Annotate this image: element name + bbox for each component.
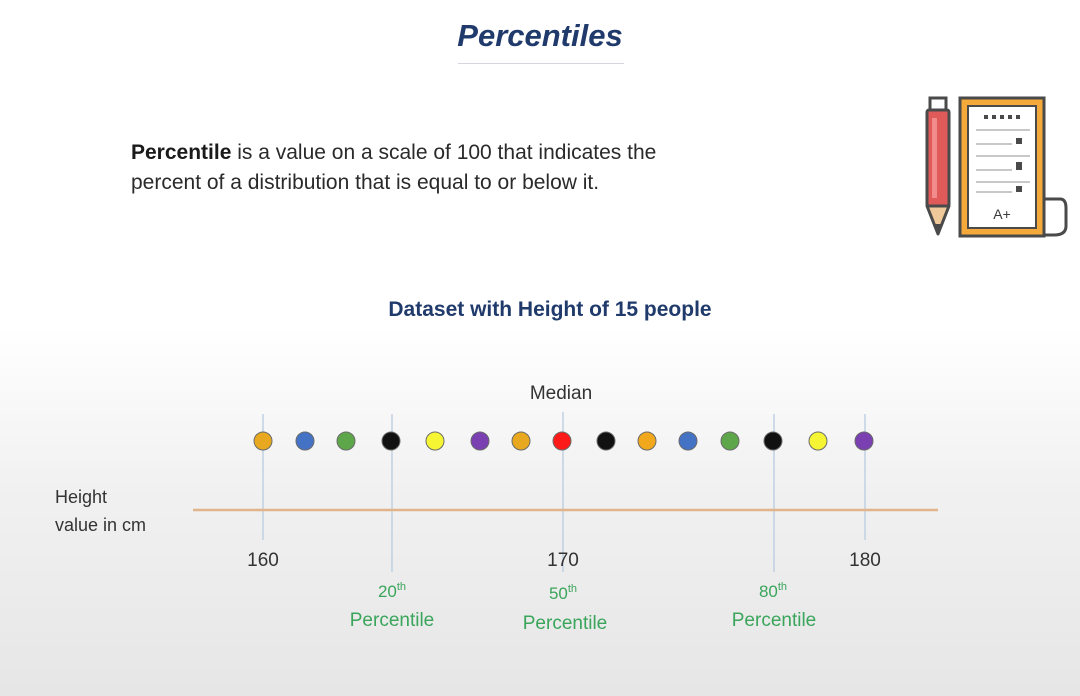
- svg-text:20th: 20th: [378, 581, 406, 601]
- title-underline: [458, 63, 624, 64]
- percentile-20-word: Percentile: [350, 610, 435, 631]
- tick-label-160: 160: [247, 550, 279, 571]
- data-point-6: [470, 431, 490, 451]
- svg-text:50th: 50th: [549, 583, 577, 603]
- chart-title: Dataset with Height of 15 people: [388, 298, 712, 321]
- percentile-80-number: 80: [759, 582, 778, 601]
- definition-term: Percentile: [131, 141, 232, 164]
- percentile-50-word: Percentile: [523, 613, 608, 634]
- percentile-20-number: 20: [378, 582, 397, 601]
- percentile-label-50: 50th Percentile: [523, 583, 608, 634]
- percentile-20-suffix: th: [397, 581, 406, 593]
- definition-line-1-rest: is a value on a scale of 100 that indica…: [231, 141, 657, 164]
- tick-label-170: 170: [547, 550, 579, 571]
- data-point-7: [511, 431, 531, 451]
- pencil-and-graded-paper-icon: A+: [925, 96, 1068, 238]
- grade-label: A+: [993, 206, 1011, 222]
- definition-line-1: Percentile is a value on a scale of 100 …: [131, 138, 851, 168]
- axis-label-line-1: Height: [55, 487, 107, 507]
- data-points: [253, 431, 874, 451]
- data-point-13: [763, 431, 783, 451]
- axis-label-line-2: value in cm: [55, 515, 146, 535]
- percentile-50-number: 50: [549, 584, 568, 603]
- median-label: Median: [530, 383, 592, 404]
- data-point-9: [596, 431, 616, 451]
- data-point-3: [336, 431, 356, 451]
- slide-title: Percentiles: [457, 18, 623, 53]
- percentile-80-word: Percentile: [732, 610, 817, 631]
- svg-text:80th: 80th: [759, 581, 787, 601]
- data-point-2: [295, 431, 315, 451]
- percentile-50-suffix: th: [568, 583, 577, 595]
- data-point-15: [854, 431, 874, 451]
- data-point-10: [637, 431, 657, 451]
- data-point-12: [720, 431, 740, 451]
- data-point-5: [425, 431, 445, 451]
- data-point-4: [381, 431, 401, 451]
- data-point-14: [808, 431, 828, 451]
- percentile-80-suffix: th: [778, 581, 787, 593]
- percentile-label-20: 20th Percentile: [350, 581, 435, 631]
- data-point-1: [253, 431, 273, 451]
- percentile-label-80: 80th Percentile: [732, 581, 817, 631]
- definition-text: Percentile is a value on a scale of 100 …: [131, 138, 851, 198]
- data-point-11: [678, 431, 698, 451]
- data-point-8: [552, 431, 572, 451]
- definition-line-2: percent of a distribution that is equal …: [131, 171, 600, 194]
- tick-label-180: 180: [849, 550, 881, 571]
